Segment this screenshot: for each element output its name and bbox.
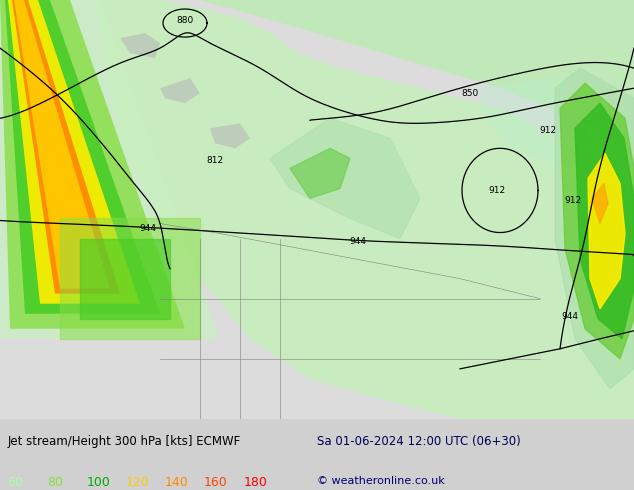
- Text: 160: 160: [204, 476, 228, 489]
- Text: 944: 944: [562, 312, 578, 321]
- Text: 80: 80: [47, 476, 63, 489]
- Polygon shape: [95, 0, 634, 158]
- Text: 100: 100: [86, 476, 110, 489]
- Text: 944: 944: [139, 223, 157, 233]
- Polygon shape: [95, 0, 634, 419]
- Text: Sa 01-06-2024 12:00 UTC (06+30): Sa 01-06-2024 12:00 UTC (06+30): [317, 435, 521, 447]
- Text: 912: 912: [540, 126, 557, 135]
- Polygon shape: [5, 0, 160, 314]
- Polygon shape: [14, 0, 110, 289]
- Text: 140: 140: [165, 476, 188, 489]
- Polygon shape: [120, 33, 160, 58]
- Polygon shape: [160, 78, 200, 103]
- Text: 912: 912: [488, 186, 505, 196]
- Polygon shape: [592, 183, 608, 223]
- Text: 944: 944: [349, 237, 366, 245]
- Polygon shape: [0, 0, 185, 329]
- Text: 120: 120: [126, 476, 149, 489]
- Text: 880: 880: [176, 16, 193, 24]
- Polygon shape: [8, 0, 140, 304]
- Text: 912: 912: [564, 196, 581, 205]
- Polygon shape: [575, 103, 634, 339]
- Text: 812: 812: [207, 156, 224, 165]
- Polygon shape: [588, 153, 625, 309]
- Polygon shape: [160, 219, 634, 419]
- Text: 180: 180: [243, 476, 268, 489]
- Polygon shape: [0, 0, 220, 339]
- Polygon shape: [210, 123, 250, 148]
- Polygon shape: [480, 78, 590, 169]
- Text: © weatheronline.co.uk: © weatheronline.co.uk: [317, 476, 444, 486]
- Polygon shape: [560, 83, 634, 359]
- Text: Jet stream/Height 300 hPa [kts] ECMWF: Jet stream/Height 300 hPa [kts] ECMWF: [8, 435, 241, 447]
- Polygon shape: [555, 68, 634, 389]
- Polygon shape: [12, 0, 120, 294]
- Polygon shape: [270, 118, 420, 239]
- Text: 850: 850: [462, 89, 479, 98]
- Polygon shape: [290, 148, 350, 198]
- Text: 60: 60: [8, 476, 23, 489]
